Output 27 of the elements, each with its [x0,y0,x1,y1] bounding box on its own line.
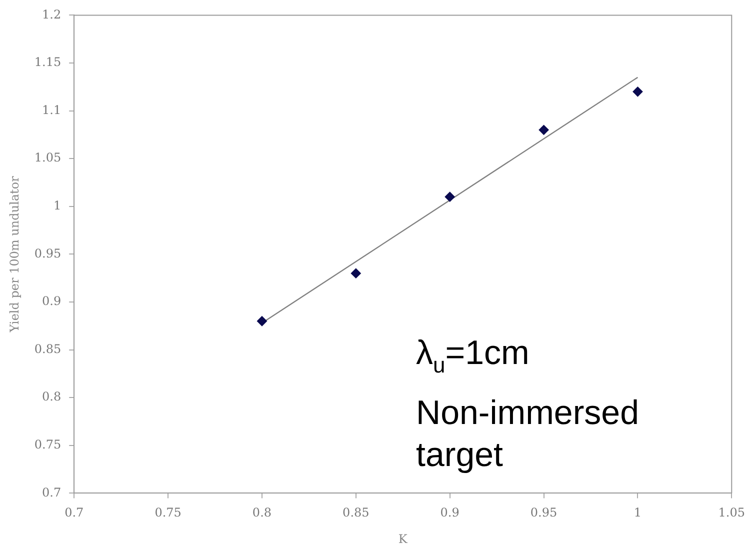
x-axis-title: K [398,532,408,546]
x-tick-label: 0.8 [252,506,272,520]
y-tick-label: 1.05 [34,150,62,165]
point [350,268,361,278]
x-tick-label: 1 [634,506,642,520]
y-axis-title: Yield per 100m undulator [7,176,22,334]
y-tick-label: 0.7 [42,485,62,500]
y-tick-label: 0.9 [42,294,62,308]
x-tick-label: 0.7 [64,506,84,520]
y-tick-label: 0.75 [34,438,62,452]
y-tick-label: 0.85 [34,342,62,356]
x-tick-label: 0.85 [342,506,370,520]
point [256,316,267,326]
point [538,124,549,135]
x-tick-label: 0.95 [530,506,558,520]
y-tick-label: 0.95 [34,246,62,260]
y-tick-label: 1 [53,198,62,213]
y-tick-label: 1.1 [42,102,62,117]
point [444,192,455,202]
y-tick-label: 0.8 [42,390,62,404]
x-tick-label: 0.9 [440,506,460,520]
x-tick-label: 1.05 [718,506,745,520]
annotation: Non-immersed target [416,394,639,474]
x-tick-label: 0.75 [154,506,182,520]
y-tick-label: 1.2 [42,7,62,22]
point [632,86,643,97]
y-tick-label: 1.15 [34,55,62,70]
